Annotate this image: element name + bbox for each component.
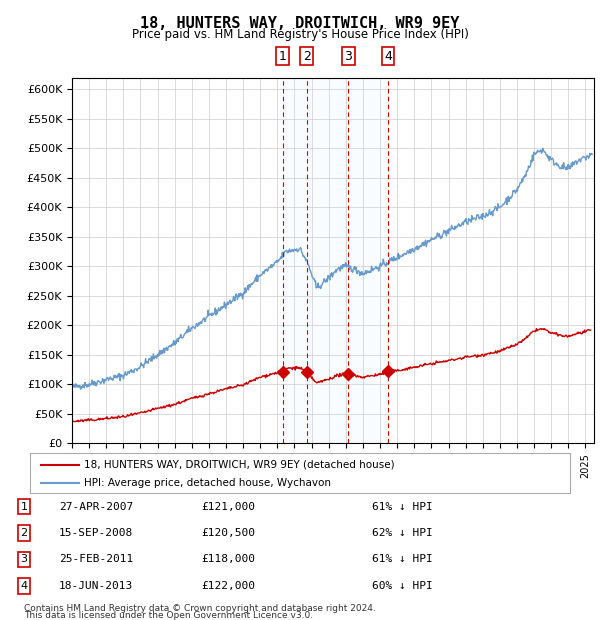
Text: 4: 4	[20, 581, 28, 591]
Text: 4: 4	[384, 50, 392, 63]
Text: 15-SEP-2008: 15-SEP-2008	[59, 528, 133, 538]
Text: Contains HM Land Registry data © Crown copyright and database right 2024.: Contains HM Land Registry data © Crown c…	[24, 603, 376, 613]
Text: 18-JUN-2013: 18-JUN-2013	[59, 581, 133, 591]
Text: 61% ↓ HPI: 61% ↓ HPI	[372, 502, 433, 512]
Text: £120,500: £120,500	[201, 528, 255, 538]
Text: Price paid vs. HM Land Registry's House Price Index (HPI): Price paid vs. HM Land Registry's House …	[131, 28, 469, 41]
Text: 62% ↓ HPI: 62% ↓ HPI	[372, 528, 433, 538]
Text: HPI: Average price, detached house, Wychavon: HPI: Average price, detached house, Wych…	[84, 478, 331, 488]
Text: £122,000: £122,000	[201, 581, 255, 591]
Text: 2: 2	[303, 50, 311, 63]
Text: £118,000: £118,000	[201, 554, 255, 564]
Text: 3: 3	[344, 50, 352, 63]
Text: £121,000: £121,000	[201, 502, 255, 512]
Text: 60% ↓ HPI: 60% ↓ HPI	[372, 581, 433, 591]
Bar	[283, 78, 388, 443]
Text: 27-APR-2007: 27-APR-2007	[59, 502, 133, 512]
Text: 1: 1	[20, 502, 28, 512]
Text: 18, HUNTERS WAY, DROITWICH, WR9 9EY (detached house): 18, HUNTERS WAY, DROITWICH, WR9 9EY (det…	[84, 459, 395, 470]
FancyBboxPatch shape	[30, 453, 570, 493]
Text: 2: 2	[20, 528, 28, 538]
Text: 61% ↓ HPI: 61% ↓ HPI	[372, 554, 433, 564]
Text: 25-FEB-2011: 25-FEB-2011	[59, 554, 133, 564]
Text: 18, HUNTERS WAY, DROITWICH, WR9 9EY: 18, HUNTERS WAY, DROITWICH, WR9 9EY	[140, 16, 460, 30]
Text: 3: 3	[20, 554, 28, 564]
Text: This data is licensed under the Open Government Licence v3.0.: This data is licensed under the Open Gov…	[24, 611, 313, 620]
Text: 1: 1	[279, 50, 287, 63]
